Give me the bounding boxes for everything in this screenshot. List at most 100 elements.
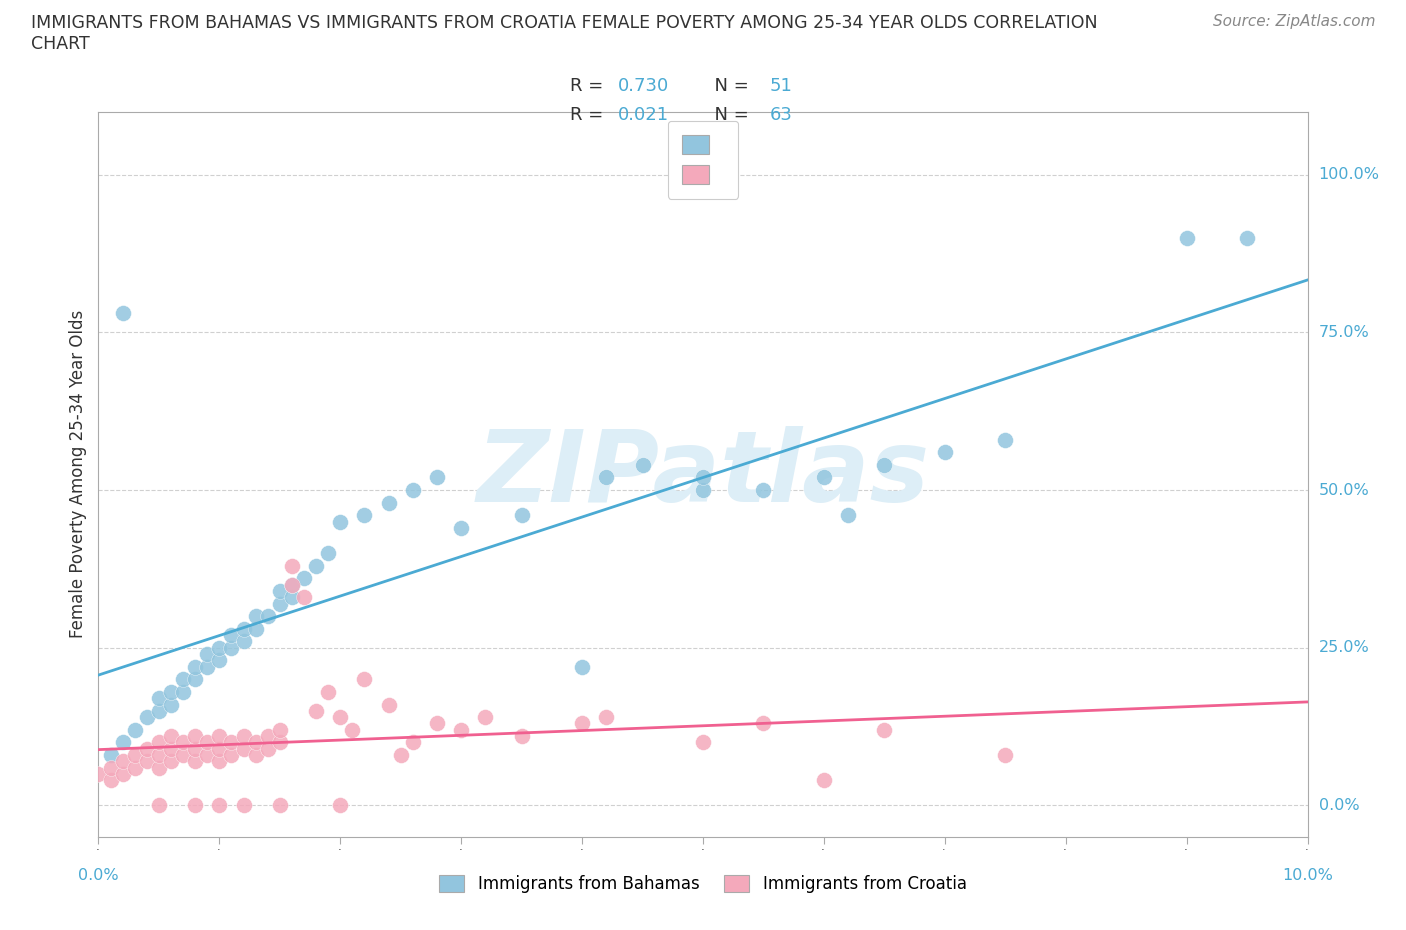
Point (353, 508, 375, 523)
Point (389, 748, 412, 763)
Point (160, 698, 183, 712)
Point (426, 716, 449, 731)
Text: ZIPatlas: ZIPatlas (477, 426, 929, 523)
Point (221, 748, 243, 763)
Point (111, 735, 134, 750)
Point (184, 798, 207, 813)
Point (571, 659, 593, 674)
Text: R =: R = (569, 106, 609, 125)
Point (256, 728, 278, 743)
Text: 0.021: 0.021 (619, 106, 669, 125)
Point (100, 773, 122, 788)
Point (837, 508, 859, 523)
Point (329, 710, 352, 724)
Point (305, 703, 328, 718)
Point (245, 735, 267, 750)
Text: 0.730: 0.730 (619, 77, 669, 95)
Point (342, 723, 364, 737)
Point (184, 671, 207, 686)
Text: 100.0%: 100.0% (1319, 167, 1379, 182)
Text: 25.0%: 25.0% (1319, 640, 1369, 656)
Text: 10.0%: 10.0% (1282, 868, 1333, 883)
Point (172, 671, 194, 686)
Point (269, 798, 291, 813)
Point (245, 609, 267, 624)
Text: CHART: CHART (31, 35, 90, 53)
Point (184, 728, 207, 743)
Point (245, 748, 267, 763)
Point (402, 483, 425, 498)
Point (281, 578, 304, 592)
Point (148, 798, 170, 813)
Point (269, 583, 291, 598)
Point (135, 741, 157, 756)
Point (281, 590, 304, 604)
Point (813, 773, 835, 788)
Point (100, 748, 122, 763)
Point (124, 748, 146, 763)
Point (692, 483, 714, 498)
Point (184, 741, 207, 756)
Point (172, 735, 194, 750)
Point (160, 684, 183, 699)
Point (208, 798, 231, 813)
Point (172, 684, 194, 699)
Legend: Immigrants from Bahamas, Immigrants from Croatia: Immigrants from Bahamas, Immigrants from… (432, 867, 974, 901)
Point (377, 496, 399, 511)
Point (195, 646, 218, 661)
Point (269, 735, 291, 750)
Point (269, 723, 291, 737)
Point (256, 609, 278, 624)
Point (474, 710, 496, 724)
Point (148, 748, 170, 763)
Point (148, 760, 170, 775)
Text: N =: N = (703, 106, 755, 125)
Point (994, 748, 1017, 763)
Point (208, 741, 231, 756)
Point (316, 684, 339, 699)
Text: 75.0%: 75.0% (1319, 325, 1369, 339)
Point (184, 754, 207, 769)
Point (752, 483, 775, 498)
Point (450, 723, 472, 737)
Point (752, 716, 775, 731)
Point (994, 432, 1017, 447)
Point (124, 723, 146, 737)
Point (100, 760, 122, 775)
Point (305, 558, 328, 573)
Point (221, 628, 243, 643)
Point (135, 754, 157, 769)
Point (353, 671, 375, 686)
Point (329, 798, 352, 813)
Point (232, 798, 254, 813)
Text: 0.0%: 0.0% (1319, 798, 1360, 813)
Point (208, 728, 231, 743)
Point (232, 621, 254, 636)
Point (245, 621, 267, 636)
Point (160, 741, 183, 756)
Point (208, 754, 231, 769)
Point (208, 641, 231, 656)
Point (232, 728, 254, 743)
Text: 0.0%: 0.0% (79, 868, 118, 883)
Point (256, 741, 278, 756)
Point (232, 634, 254, 649)
Text: IMMIGRANTS FROM BAHAMAS VS IMMIGRANTS FROM CROATIA FEMALE POVERTY AMONG 25-34 YE: IMMIGRANTS FROM BAHAMAS VS IMMIGRANTS FR… (31, 14, 1098, 32)
Point (208, 653, 231, 668)
Point (692, 470, 714, 485)
Point (1175, 231, 1198, 246)
Point (160, 754, 183, 769)
Point (377, 698, 399, 712)
Point (195, 735, 218, 750)
Point (135, 710, 157, 724)
Point (184, 659, 207, 674)
Point (111, 754, 134, 769)
Point (195, 748, 218, 763)
Point (148, 691, 170, 706)
Point (692, 735, 714, 750)
Point (402, 735, 425, 750)
Point (124, 760, 146, 775)
Point (813, 470, 835, 485)
Point (873, 458, 896, 472)
Y-axis label: Female Poverty Among 25-34 Year Olds: Female Poverty Among 25-34 Year Olds (69, 311, 87, 638)
